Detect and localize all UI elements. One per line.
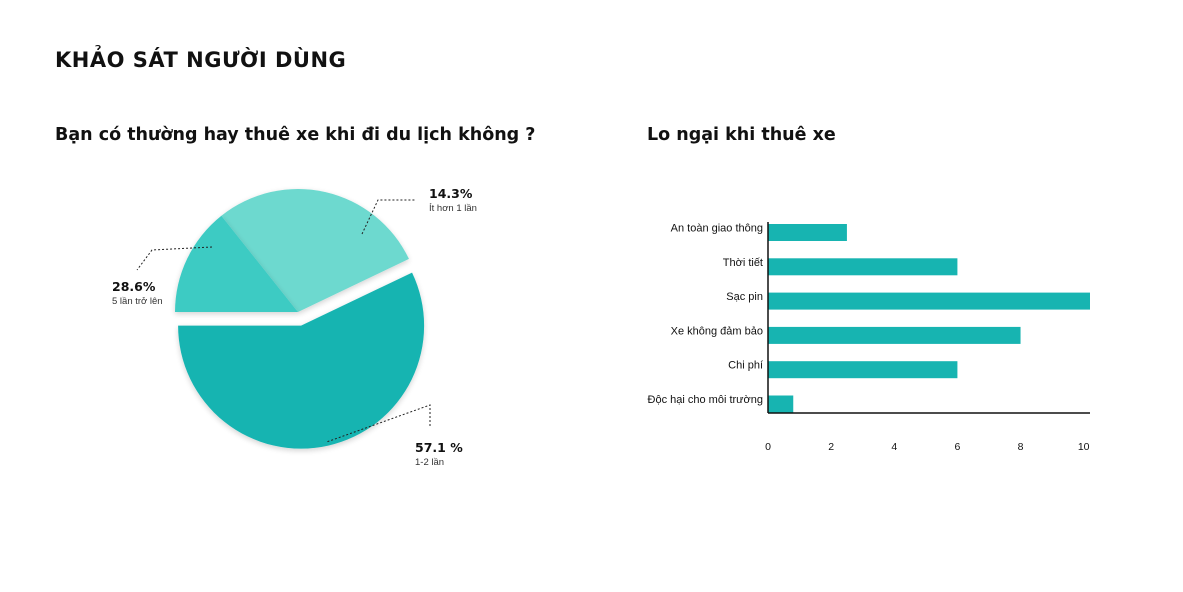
pie-value-label-it-hon-1-lan: 14.3% [429,186,473,201]
pie-category-label-5-lan-tro-len: 5 lần trở lên [112,296,163,307]
page-title: KHẢO SÁT NGƯỜI DÙNG [55,48,347,72]
pie-leader-1-2-lan [327,404,431,443]
bar-xe-khong-dam-bao [768,326,1021,344]
bar-category-label-sac-pin: Sạc pin [726,291,763,303]
pie-category-label-1-2-lan: 1-2 lần [415,457,444,468]
bar-chi-phi [768,361,958,379]
pie-leader-lines [136,199,431,443]
pie-slice-5-lan-tro-len [221,189,409,312]
bar-doc-hai-cho-moi-truong [768,395,794,413]
pie-value-label-1-2-lan: 57.1 % [415,440,463,455]
bar-category-label-thoi-tiet: Thời tiết [723,257,763,269]
bar-x-tick-8: 8 [1018,441,1024,453]
bar-category-label-chi-phi: Chi phí [728,360,763,372]
bar-x-tick-6: 6 [954,441,960,453]
bar-x-tick-0: 0 [765,441,771,453]
bar-x-tick-4: 4 [891,441,897,453]
pie-chart [175,189,425,449]
bar-category-label-doc-hai-cho-moi-truong: Độc hại cho môi trường [648,394,763,406]
pie-chart-title: Bạn có thường hay thuê xe khi đi du lịch… [55,125,536,145]
bar-x-tick-2: 2 [828,441,834,453]
pie-slice-it-hon-1-lan [175,215,298,312]
bar-chart: An toàn giao thông Thời tiết Sạc pin Xe khô… [648,222,1090,453]
bar-an-toan-giao-thong [768,224,847,241]
pie-value-label-5-lan-tro-len: 28.6% [112,279,156,294]
bar-x-tick-10: 10 [1078,441,1090,453]
bar-chart-title: Lo ngại khi thuê xe [647,125,836,145]
pie-leader-it-hon-1-lan [361,199,416,235]
pie-slice-1-2-lan [178,272,425,449]
bar-category-label-xe-khong-dam-bao: Xe không đảm bảo [671,325,763,337]
pie-category-label-it-hon-1-lan: Ít hơn 1 lần [429,203,477,214]
pie-labels: 57.1 % 1-2 lần 28.6% 5 lần trở lên 14.3% Ít h… [112,186,477,468]
pie-leader-5-lan-tro-len [136,246,213,271]
bar-sac-pin [768,292,1090,310]
bar-category-label-an-toan-giao-thong: An toàn giao thông [671,223,763,235]
bar-thoi-tiet [768,258,958,276]
